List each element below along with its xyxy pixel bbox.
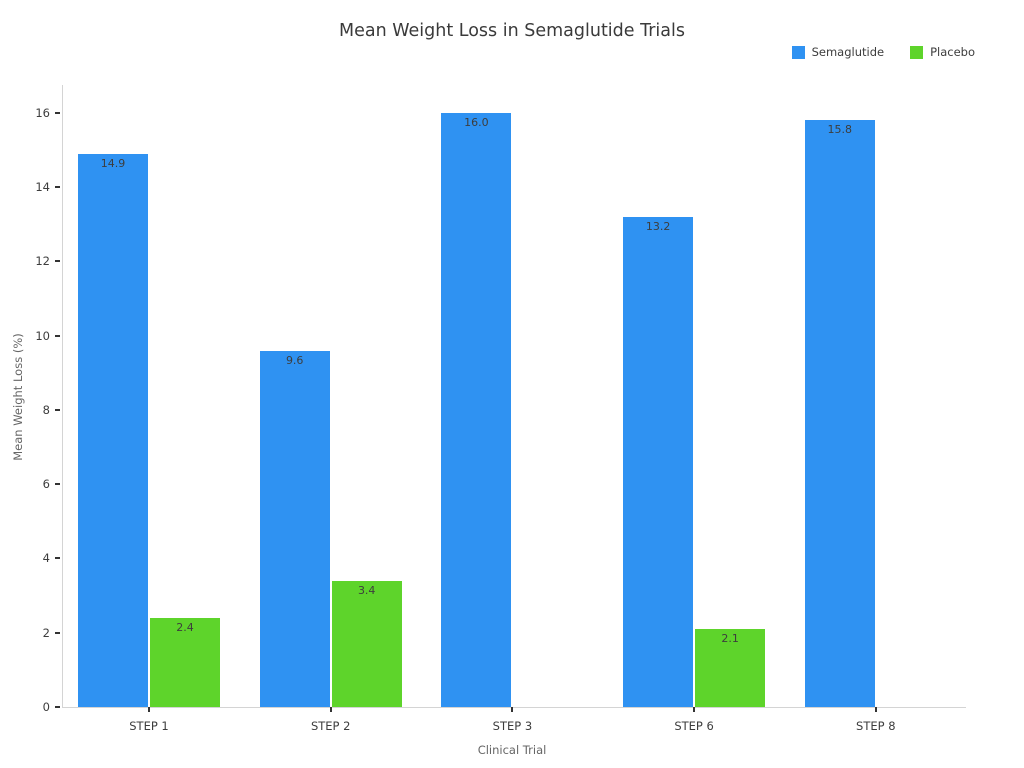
x-tick-label: STEP 3 [492,719,533,733]
x-tick-mark [329,707,332,712]
x-tick-mark [874,707,877,712]
y-tick-mark [55,334,60,337]
bar-placebo-step-2 [331,580,402,707]
bar-semaglutide-step-3 [441,112,512,707]
y-tick-mark [55,111,60,114]
plot-area: 0 2 4 6 8 10 12 14 16 14.9 2.4 STEP 1 9.6 3.4 STEP 2 16… [35,85,966,733]
x-tick-mark [148,707,150,712]
bar-placebo-step-6 [695,629,766,707]
legend-item-semaglutide: Semaglutide [791,45,885,59]
y-tick-label: 12 [35,254,50,269]
legend-swatch-placebo-icon [910,45,924,59]
x-axis-title: Clinical Trial [477,743,547,757]
y-tick-label: 4 [42,551,50,566]
y-tick-mark [55,557,60,560]
chart-title: Mean Weight Loss in Semaglutide Trials [339,21,685,41]
bar-semaglutide-step-2 [259,350,330,707]
y-tick-label: 10 [35,328,50,343]
x-tick-label: STEP 8 [856,719,896,733]
x-tick-mark [511,707,514,712]
bar-semaglutide-step-6 [623,216,694,707]
x-tick-label: STEP 1 [129,719,169,733]
legend-label-placebo: Placebo [930,45,975,59]
y-tick-label: 14 [35,180,50,195]
y-tick-label: 16 [35,105,50,120]
bar-placebo-step-1 [150,617,220,707]
legend-swatch-semaglutide-icon [791,45,805,59]
x-tick-label: STEP 6 [674,719,714,733]
y-tick-label: 0 [42,700,50,714]
y-tick-mark [55,631,60,634]
y-tick-mark [55,186,60,189]
legend-label-semaglutide: Semaglutide [811,45,885,59]
y-tick-label: 2 [42,625,50,640]
y-tick-label: 8 [42,402,50,417]
y-tick-mark [55,408,60,411]
y-tick-mark [55,483,60,486]
y-tick-mark [55,706,60,708]
y-tick-label: 6 [42,477,50,492]
x-tick-label: STEP 2 [310,719,351,733]
bar-semaglutide-step-1 [78,153,148,707]
x-tick-mark [693,707,696,712]
legend: Semaglutide Placebo [791,45,975,59]
y-tick-mark [55,260,60,263]
legend-item-placebo: Placebo [910,45,975,59]
bar-semaglutide-step-8 [804,120,875,707]
